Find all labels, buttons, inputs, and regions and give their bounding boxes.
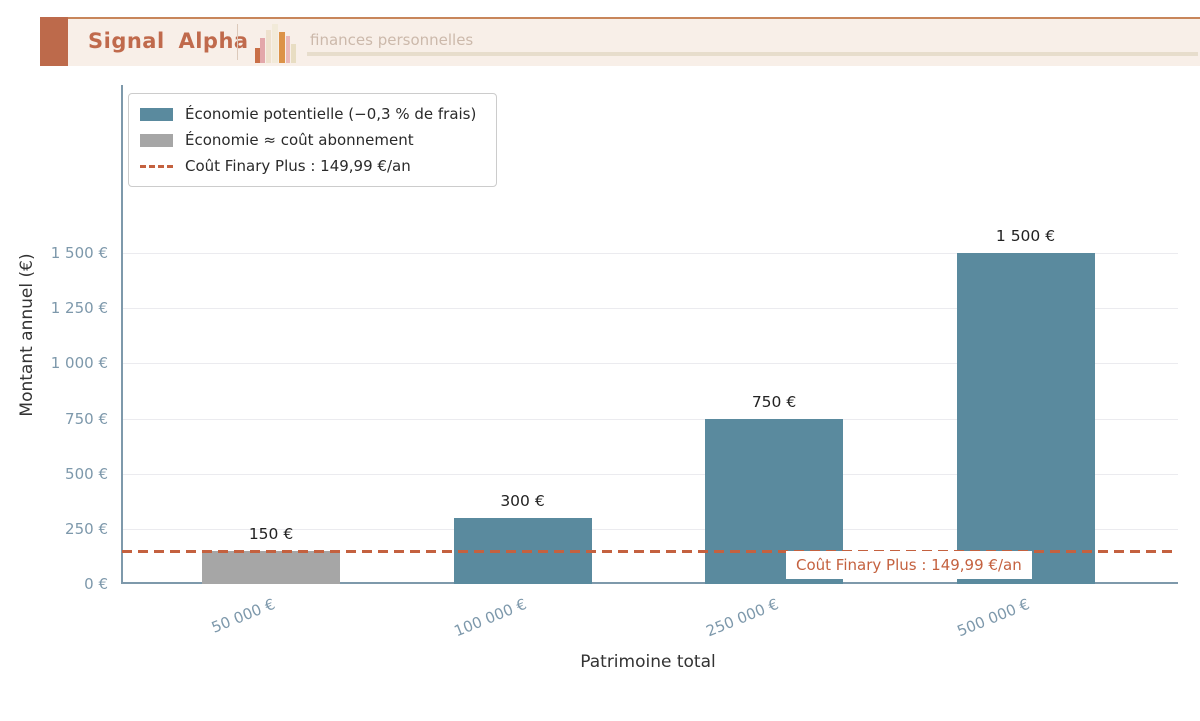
- gray-rect-legend-swatch: [140, 133, 173, 147]
- logo-bar: [291, 44, 296, 63]
- bar: [956, 253, 1095, 584]
- logo-bar: [260, 38, 265, 63]
- y-tick-label: 1 500 €: [50, 244, 108, 262]
- x-tick-label: 250 000 €: [703, 595, 781, 641]
- header-divider: [237, 24, 238, 60]
- gridline: [123, 308, 1178, 310]
- brand-title: Signal Alpha: [88, 29, 249, 53]
- legend-entry: Économie potentielle (−0,3 % de frais): [140, 101, 485, 127]
- legend-label: Économie ≈ coût abonnement: [185, 131, 414, 149]
- gridline: [123, 528, 1178, 530]
- reference-line-annotation: Coût Finary Plus : 149,99 €/an: [786, 551, 1032, 579]
- reference-dashed-line: [122, 549, 1178, 553]
- header-tagline: finances personnelles: [310, 31, 474, 49]
- logo-bar: [272, 24, 278, 63]
- dashed-line-legend-swatch: [140, 164, 173, 168]
- tagline-underline: [307, 52, 1198, 56]
- bar-value-label: 750 €: [751, 392, 797, 411]
- gridline: [123, 418, 1178, 420]
- logo-bar: [279, 32, 285, 63]
- gridline: [123, 253, 1178, 254]
- legend-label: Économie potentielle (−0,3 % de frais): [185, 105, 477, 123]
- legend-entry: Coût Finary Plus : 149,99 €/an: [140, 153, 485, 179]
- brand-accent-square: [40, 17, 68, 66]
- bar: [202, 550, 340, 584]
- legend-entry: Économie ≈ coût abonnement: [140, 127, 485, 153]
- gridline: [123, 363, 1178, 365]
- plot-area: [121, 85, 1178, 584]
- legend-label: Coût Finary Plus : 149,99 €/an: [185, 157, 411, 175]
- gridline: [123, 473, 1178, 475]
- x-tick-label: 50 000 €: [209, 595, 278, 637]
- x-tick-label: 100 000 €: [451, 595, 530, 641]
- y-tick-label: 750 €: [65, 409, 108, 428]
- y-tick-label: 1 000 €: [50, 354, 108, 373]
- y-tick-label: 0 €: [84, 575, 108, 593]
- bar-chart-logo-icon: [250, 24, 300, 63]
- y-tick-label: 500 €: [65, 464, 108, 483]
- legend-box: Économie potentielle (−0,3 % de frais) Éc…: [128, 93, 497, 187]
- y-tick-label: 1 250 €: [50, 299, 108, 318]
- logo-bar: [286, 36, 290, 63]
- teal-rect-legend-swatch: [140, 107, 173, 121]
- x-axis-title: Patrimoine total: [580, 652, 716, 672]
- bar-value-label: 1 500 €: [995, 227, 1056, 245]
- logo-bar: [255, 48, 260, 63]
- bar-value-label: 150 €: [248, 524, 294, 543]
- y-axis-title: Montant annuel (€): [17, 253, 37, 417]
- x-tick-label: 500 000 €: [954, 595, 1033, 641]
- bar-value-label: 300 €: [500, 491, 545, 510]
- header-bar: [40, 17, 1200, 66]
- y-tick-label: 250 €: [65, 519, 108, 538]
- logo-bar: [266, 30, 271, 63]
